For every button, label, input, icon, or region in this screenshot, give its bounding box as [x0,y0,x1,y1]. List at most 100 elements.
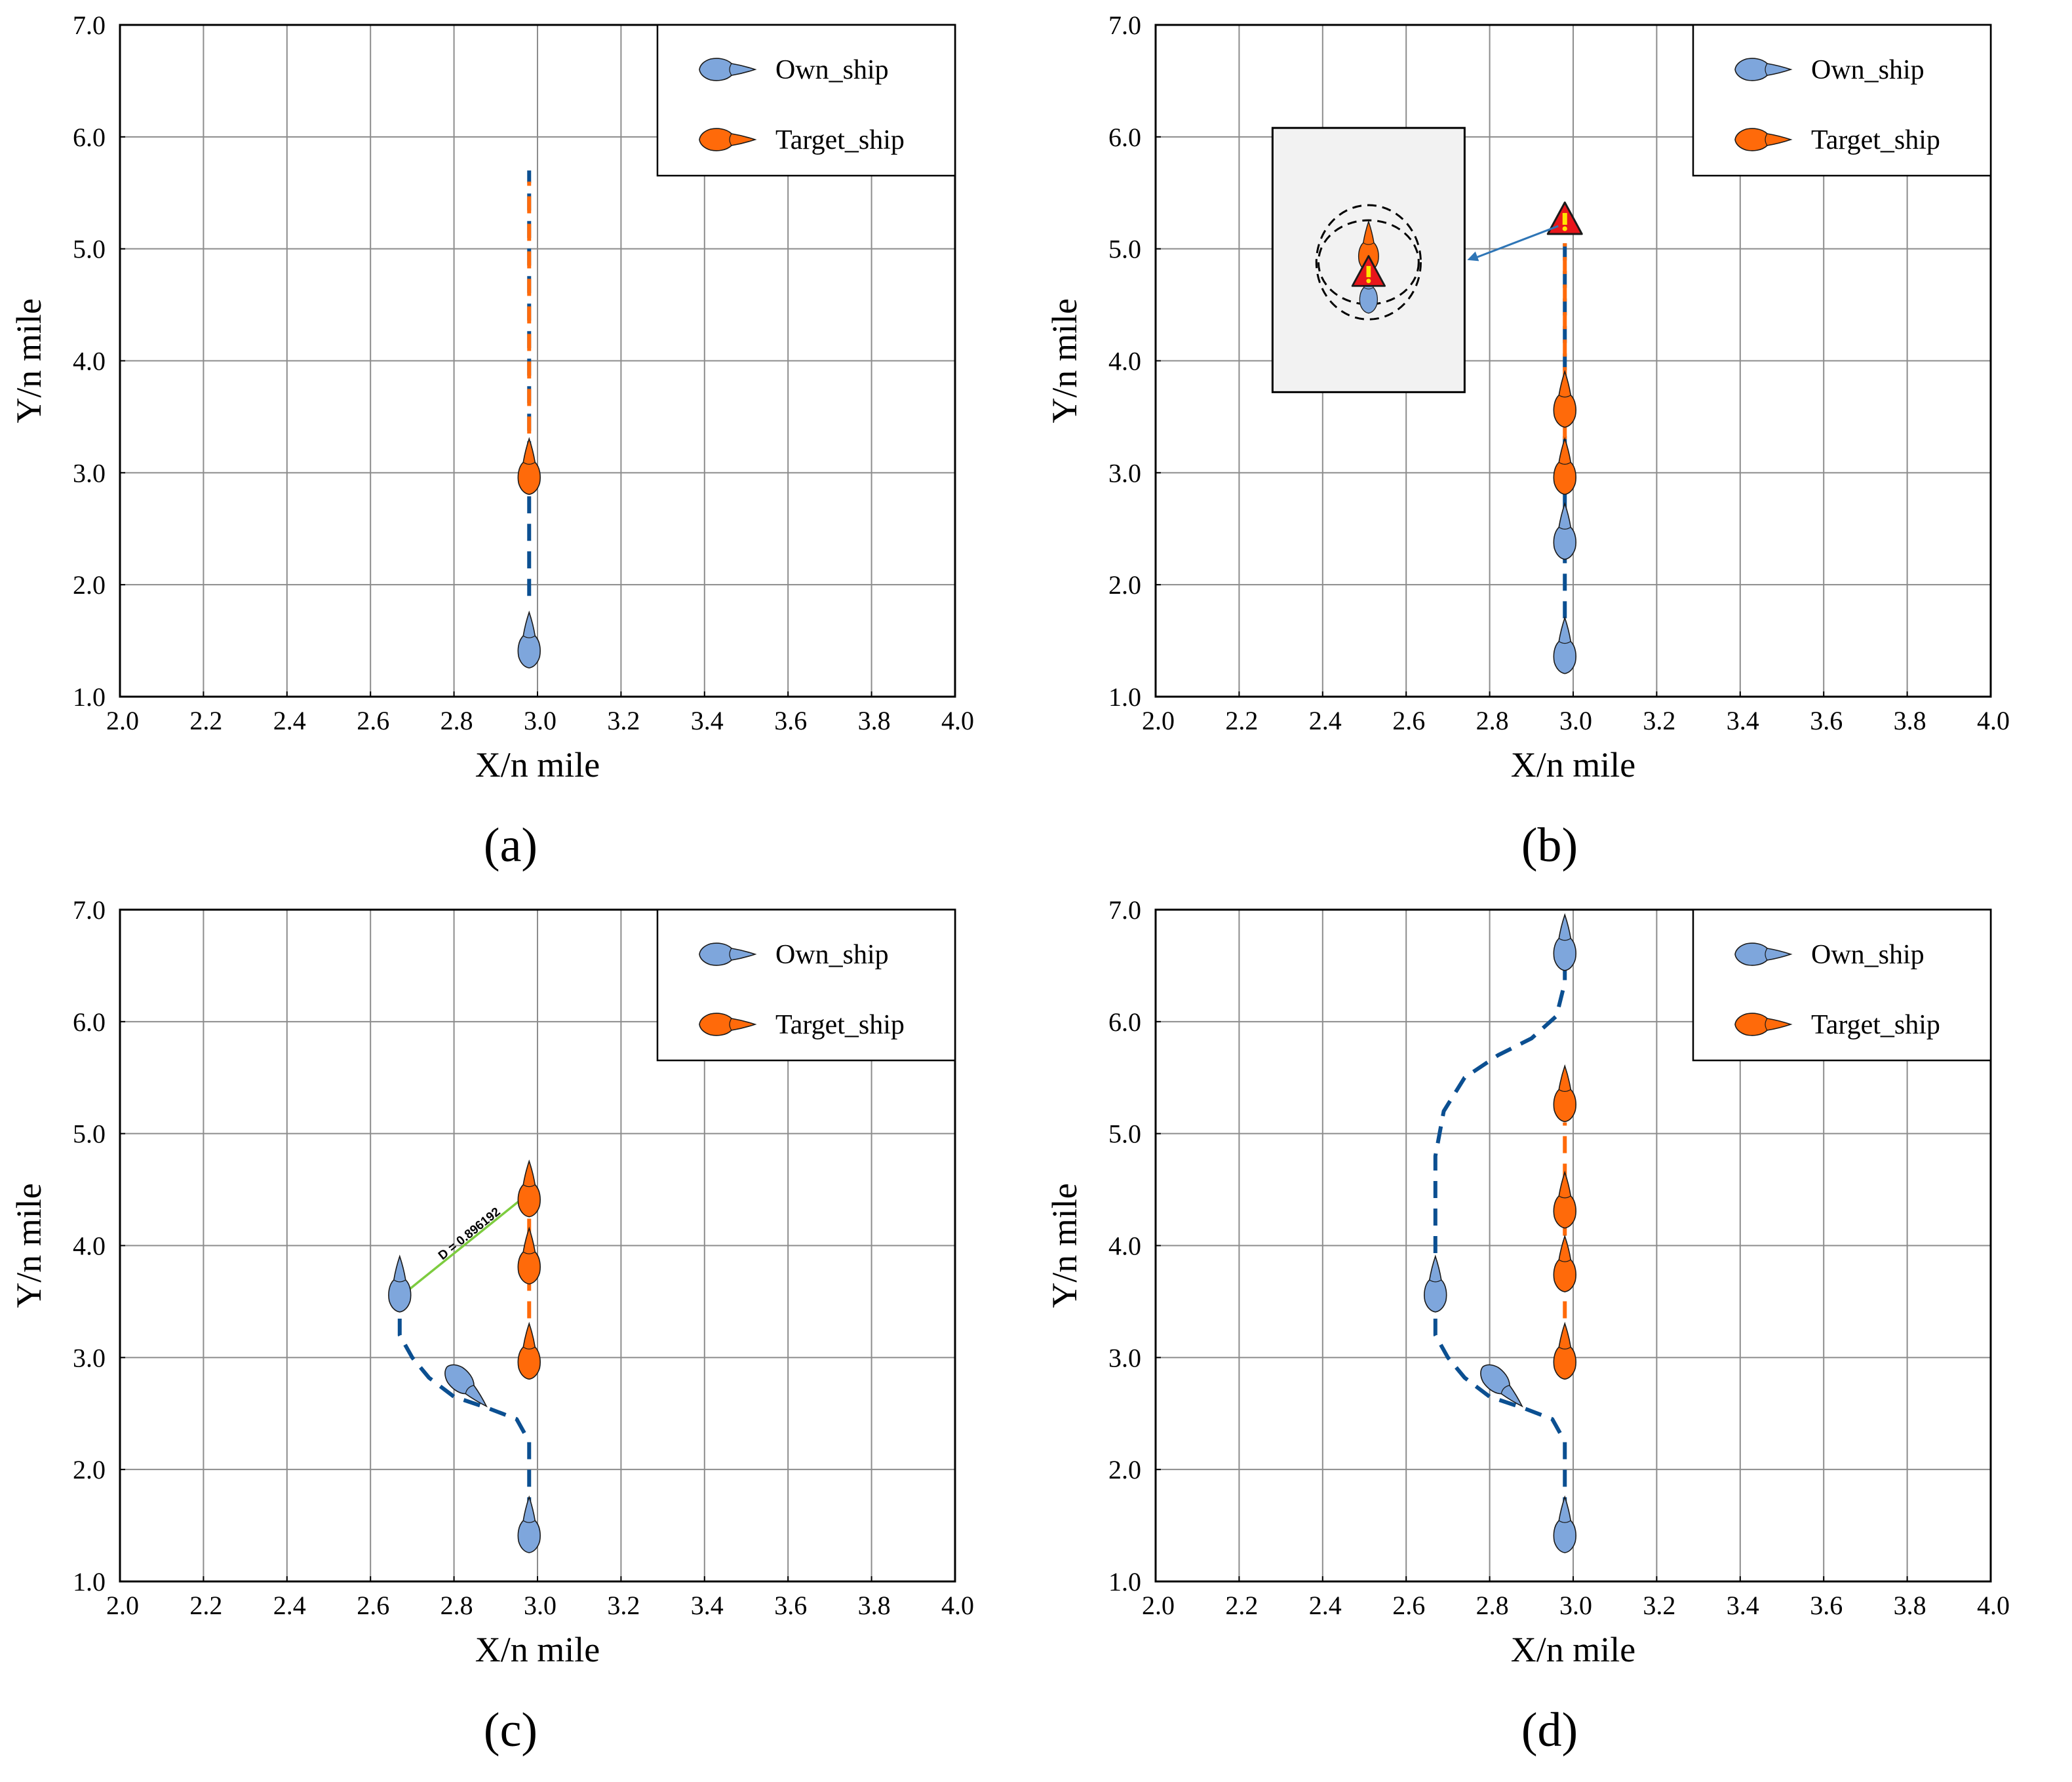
own-ship-marker-hull [1553,913,1576,971]
x-tick-label: 2.8 [440,706,473,735]
warning-icon-dot [1562,226,1567,231]
y-tick-label: 1.0 [1108,1567,1141,1597]
legend-own-ship-icon-hull [1734,58,1793,81]
legend-own-ship-icon-deck [729,948,732,961]
x-tick-label: 3.0 [1559,706,1592,735]
legend-target-ship-icon [1734,1013,1793,1036]
warning-icon-bar [1562,212,1567,225]
y-tick-label: 3.0 [1108,1343,1141,1372]
caption-d: (d) [1521,1703,1578,1757]
own-ship-marker-deck [1500,1385,1510,1394]
x-tick-label: 3.8 [858,706,891,735]
target-ship-marker-deck [522,1184,536,1188]
target-ship-marker-deck [1558,1259,1571,1262]
x-tick-label: 4.0 [1977,706,2010,735]
own-ship-marker-hull [444,1364,488,1408]
target-ship-marker [1553,1171,1576,1229]
legend-own-ship-icon-hull [1734,942,1793,966]
legend-target-ship-icon-deck [729,133,732,146]
x-axis-label: X/n mile [1511,1630,1635,1669]
y-tick-label: 5.0 [1108,235,1141,264]
legend-target-ship-icon [699,128,757,151]
legend-own-ship-label: Own_ship [1811,55,1925,85]
own-ship-marker [517,610,541,668]
x-tick-label: 2.4 [273,1591,306,1620]
target-ship-marker-deck [1558,1346,1571,1349]
target-ship-marker [517,1159,541,1218]
x-tick-label: 2.8 [1476,1591,1509,1620]
x-tick-label: 3.6 [1810,706,1843,735]
y-tick-label: 6.0 [73,1007,106,1037]
legend-own-ship-icon-hull [699,942,757,966]
x-tick-label: 3.2 [607,706,640,735]
legend-own-ship-icon [1734,58,1793,81]
x-tick-label: 3.6 [1810,1591,1843,1620]
chart-c: 2.0 2.2 2.4 2.6 2.8 3.0 3.2 3.4 3.6 3.8 4.01.02.03… [9,895,974,1669]
x-tick-label: 3.6 [774,1591,807,1620]
own-ship-marker [1553,913,1576,971]
plot-frame [1154,908,1992,1583]
x-tick-label: 4.0 [1977,1591,2010,1620]
chart-d: 2.0 2.2 2.4 2.6 2.8 3.0 3.2 3.4 3.6 3.8 4.01.02.03… [1045,895,2010,1669]
own-ship-marker-hull [388,1254,412,1313]
target-ship-marker [1553,1064,1576,1123]
x-tick-label: 3.2 [607,1591,640,1620]
inset-zoom [1271,126,1466,393]
legend-target-ship-icon-hull [1734,128,1793,151]
y-tick-label: 4.0 [73,1231,106,1261]
own-ship-marker-deck [1429,1279,1442,1283]
x-tick-label: 2.6 [1392,706,1425,735]
x-tick-label: 2.2 [1225,706,1258,735]
inset-warning-icon-bar [1366,265,1371,277]
y-tick-label: 6.0 [1108,1007,1141,1037]
y-tick-label: 5.0 [73,1119,106,1149]
target-ship-marker-hull [1553,1321,1576,1380]
y-axis-label: Y/n mile [1045,298,1084,423]
own-ship-marker-deck [393,1279,406,1283]
y-axis-label: Y/n mile [9,298,49,423]
panel-a: 2.0 2.2 2.4 2.6 2.8 3.0 3.2 3.4 3.6 3.8 4.0 1.0 2.0 3… [0,0,1036,885]
plot-frame [1154,24,1992,698]
x-tick-label: 2.0 [106,706,139,735]
own-ship-marker [1553,616,1576,674]
own-ship-marker-deck [1558,526,1571,530]
y-axis-label: Y/n mile [9,1183,49,1307]
y-tick-label: 1.0 [73,1567,106,1597]
y-tick-label: 6.0 [73,123,106,152]
caption-c: (c) [483,1703,538,1757]
legend-target-ship-icon [699,1013,757,1036]
panel-b: 2.0 2.2 2.4 2.6 2.8 3.0 3.2 3.4 3.6 3.8 4.0 1.0 2.0 3… [1036,0,2071,885]
target-ship-marker-deck [1558,461,1571,465]
legend-own-ship-label: Own_ship [775,940,889,970]
own-ship-marker-hull [517,610,541,668]
x-tick-label: 2.6 [357,1591,389,1620]
target-ship-marker-hull [517,1226,541,1285]
legend-target-ship-icon-hull [699,1013,757,1036]
legend-own-ship-icon-deck [729,63,732,76]
y-tick-label: 4.0 [1108,347,1141,376]
x-tick-label: 3.0 [524,706,557,735]
target-ship-marker-deck [522,461,536,465]
x-tick-label: 2.0 [106,1591,139,1620]
y-tick-label: 3.0 [73,1343,106,1372]
own-ship-trajectory [1433,959,1567,1515]
x-tick-label: 3.8 [1894,706,1926,735]
y-axis-label: Y/n mile [1045,1183,1084,1307]
inset-own-ship-hull [1359,267,1378,314]
own-ship-marker [517,1495,541,1553]
legend: Own_ship Target_ship [1692,24,1992,177]
y-tick-label: 7.0 [1108,10,1141,40]
distance-line [403,1191,530,1295]
chart-a: 2.0 2.2 2.4 2.6 2.8 3.0 3.2 3.4 3.6 3.8 4.01.02.03… [9,10,974,784]
target-ship-marker-deck [1558,395,1571,398]
x-tick-label: 2.8 [440,1591,473,1620]
target-ship-marker [1553,1321,1576,1380]
pointer-arrow-line [1476,225,1559,259]
target-ship-marker-deck [1558,1089,1571,1093]
legend-target-ship-label: Target_ship [1811,1010,1940,1040]
inset-warning-icon-dot [1366,279,1371,284]
x-axis-label: X/n mile [1511,745,1635,784]
target-ship-marker-hull [517,1159,541,1218]
caption-a: (a) [483,819,538,872]
own-ship-marker-deck [522,1520,536,1523]
